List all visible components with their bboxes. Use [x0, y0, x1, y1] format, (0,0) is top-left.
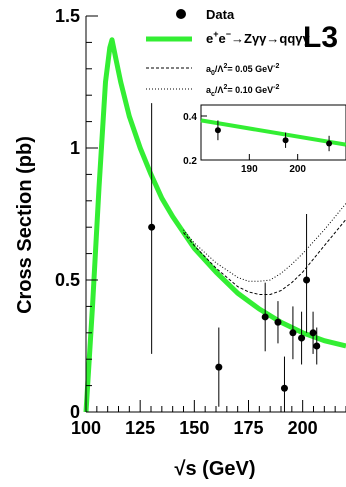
- legend: Data e+e−→Zγγ→qqγγ a0/Λ2= 0.05 GeV-2 ac/…: [146, 7, 311, 98]
- x-axis-title: √s (GeV): [175, 458, 256, 480]
- data-point: [289, 329, 297, 337]
- x-tick-label: 200: [288, 418, 318, 438]
- data-point: [274, 318, 282, 326]
- data-points: [148, 103, 321, 412]
- inset-data-point: [214, 127, 221, 134]
- inset-data-point: [282, 137, 289, 144]
- theory-curves: [83, 37, 346, 413]
- data-point: [280, 384, 288, 392]
- inset-y-tick-label: 0.2: [183, 156, 197, 167]
- inset-y-tick-label: 0.4: [183, 112, 197, 123]
- data-point: [303, 276, 311, 284]
- y-tick-label: 0: [70, 402, 80, 422]
- x-tick-label: 150: [179, 418, 209, 438]
- legend-data-label: Data: [206, 7, 235, 22]
- experiment-label: L3: [303, 21, 338, 54]
- legend-ac-label: ac/Λ2= 0.10 GeV-2: [206, 84, 279, 98]
- data-point: [148, 223, 156, 231]
- inset-x-tick-label: 200: [289, 164, 306, 175]
- x-tick-label: 175: [233, 418, 263, 438]
- y-tick-label: 1.5: [55, 6, 80, 26]
- sm-curve: [83, 37, 346, 413]
- data-point: [298, 334, 306, 342]
- x-tick-label: 100: [71, 418, 101, 438]
- x-tick-label: 125: [125, 418, 155, 438]
- y-tick-label: 1: [70, 138, 80, 158]
- inset-plot: 190 200 0.2 0.4: [183, 104, 346, 175]
- legend-data-marker: [176, 9, 186, 19]
- y-axis-title: Cross Section (pb): [14, 136, 36, 314]
- data-point: [215, 363, 223, 371]
- inset-x-tick-label: 190: [241, 164, 258, 175]
- data-point: [261, 313, 269, 321]
- legend-sm-label: e+e−→Zγγ→qqγγ: [206, 29, 311, 46]
- y-tick-label: 0.5: [55, 270, 80, 290]
- a0-curve: [183, 218, 346, 295]
- inset-data-point: [326, 140, 333, 147]
- axes: 100 125 150 175 200 0 0.5 1 1.5: [55, 6, 346, 438]
- data-point: [309, 329, 317, 337]
- data-point: [313, 342, 321, 350]
- ac-curve: [183, 203, 346, 282]
- legend-a0-label: a0/Λ2= 0.05 GeV-2: [206, 63, 279, 77]
- inset-sm-line: [200, 118, 346, 147]
